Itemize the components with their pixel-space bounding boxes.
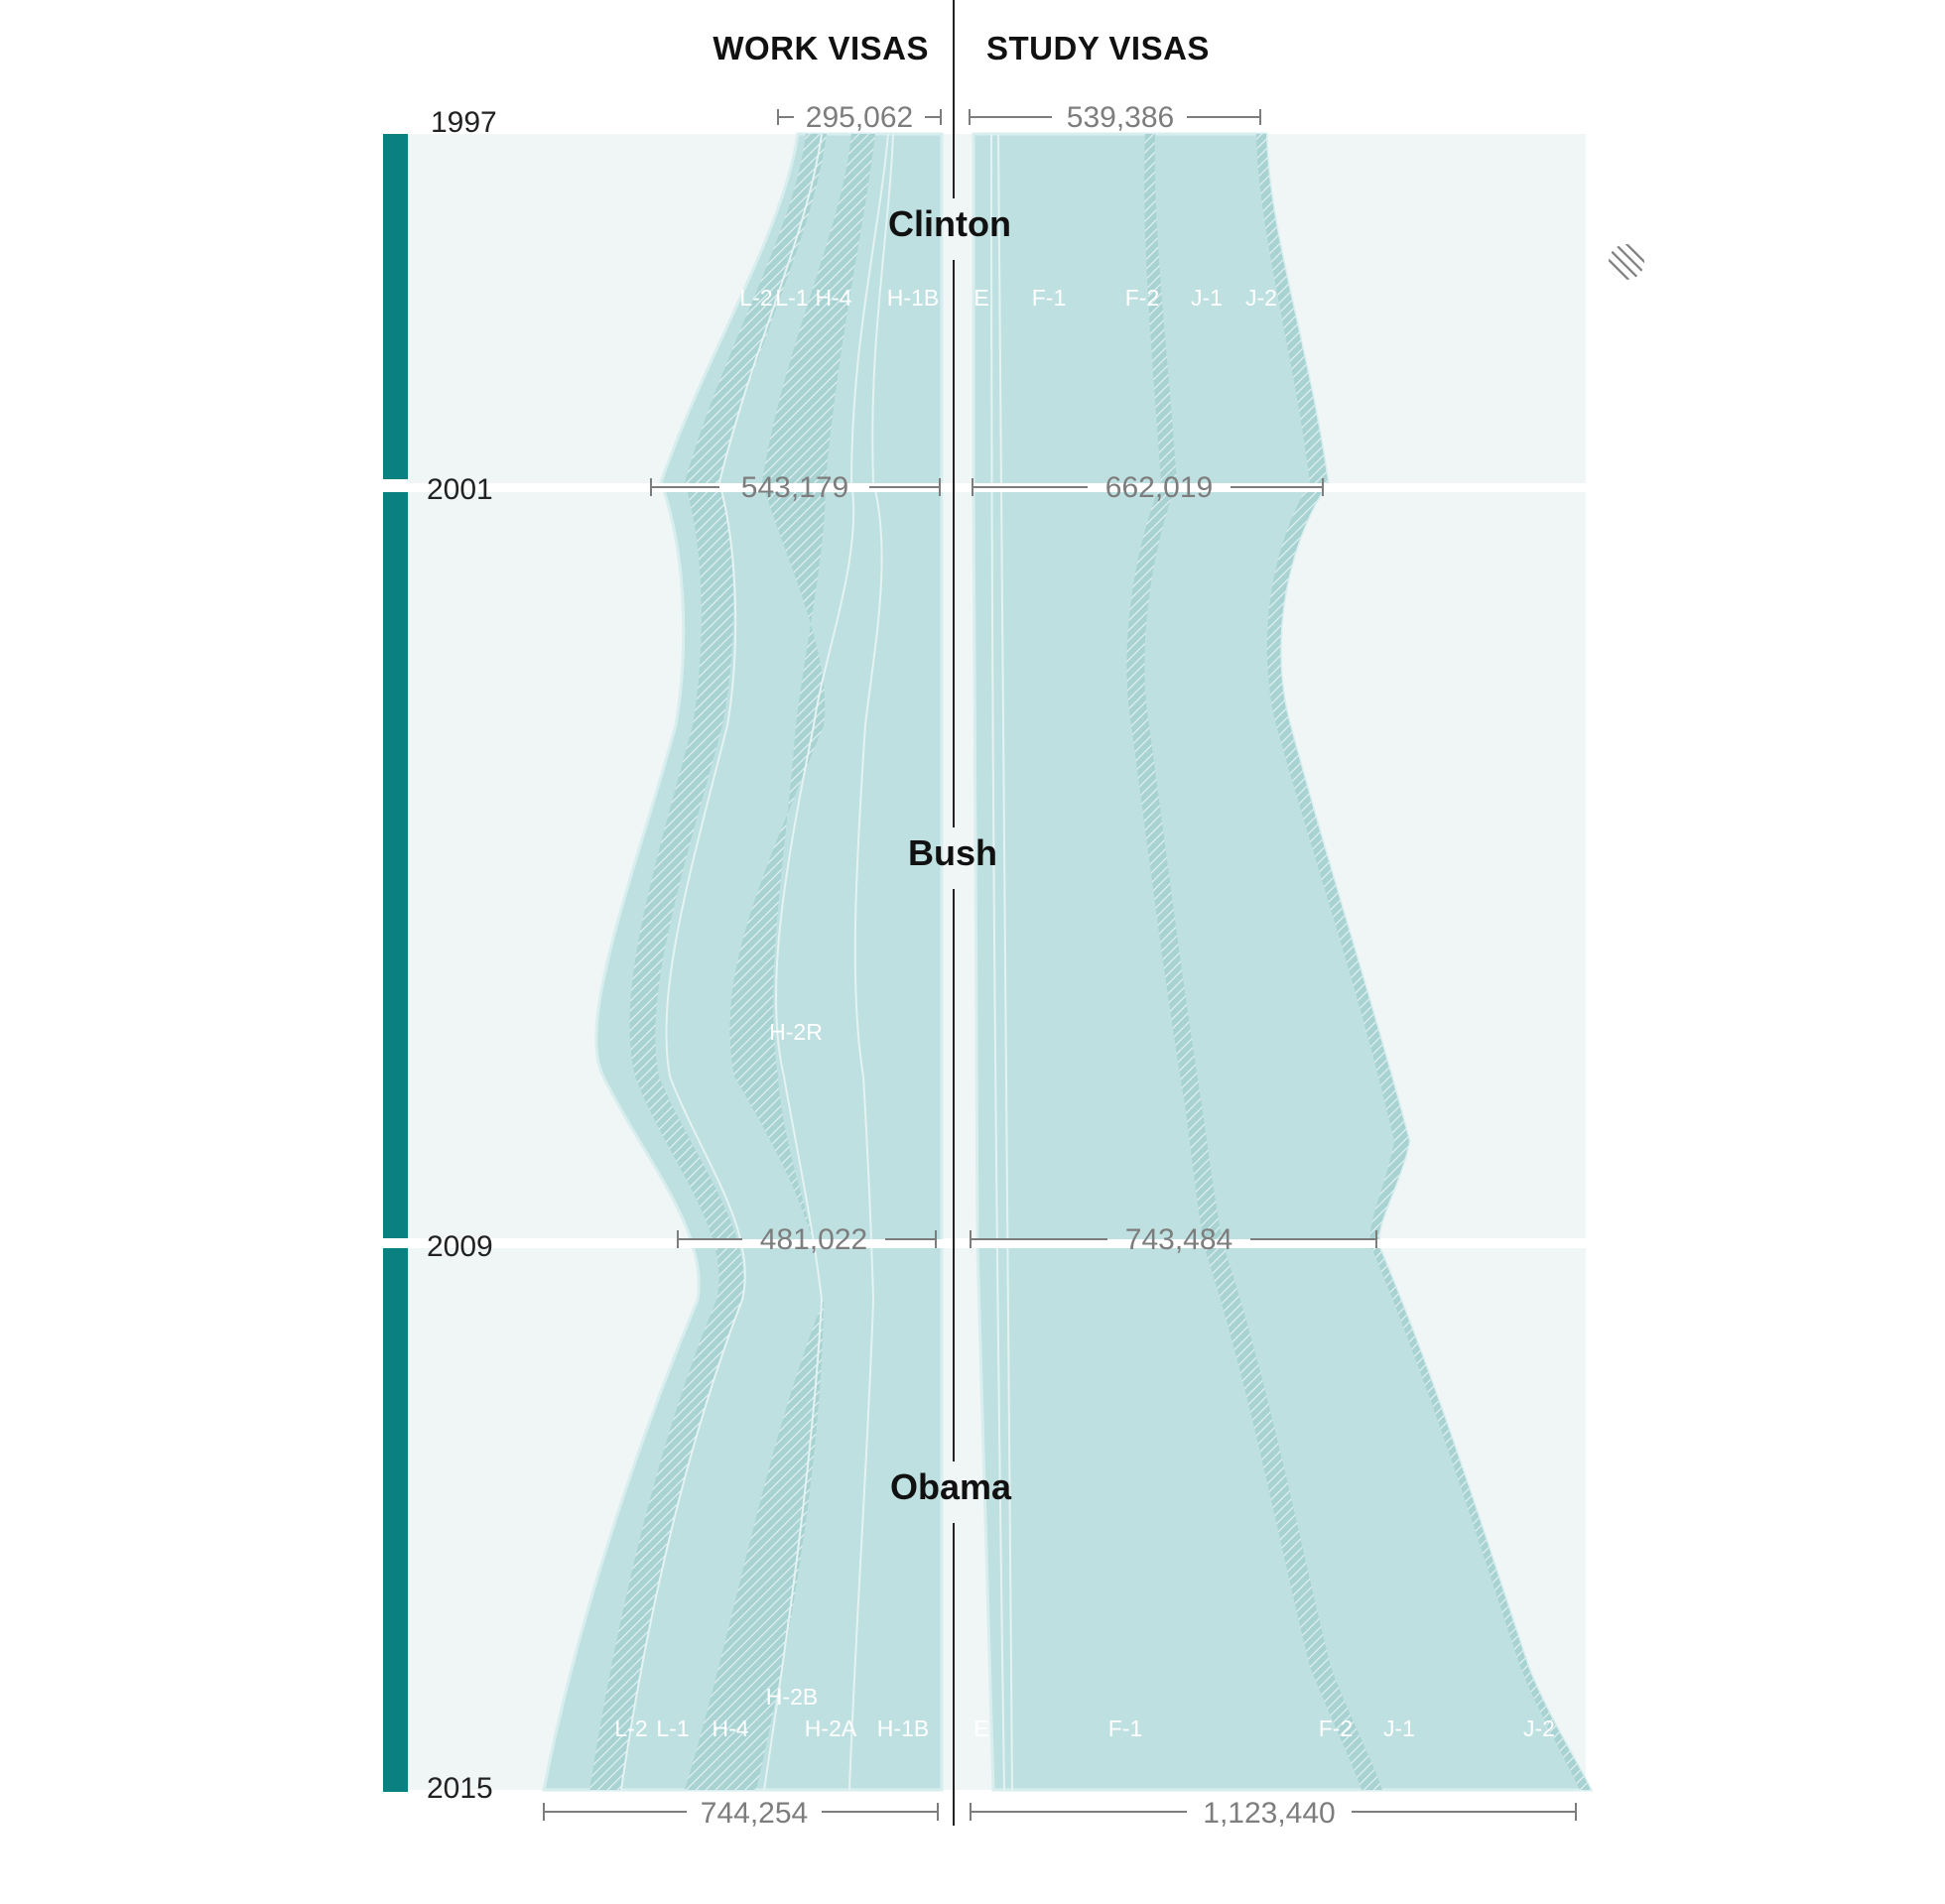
year-label-2009: 2009 xyxy=(427,1230,493,1263)
label-study-j2-2015: J-2 xyxy=(1523,1715,1555,1741)
work-total-label-2015: 744,254 xyxy=(701,1797,808,1830)
study-total-label-2001: 662,019 xyxy=(1105,471,1213,504)
axis-gap-clinton xyxy=(948,198,960,260)
work-total-1997: 295,062 xyxy=(777,101,942,134)
work-total-2015: 744,254 xyxy=(543,1797,939,1830)
header-work-visas: WORK VISAS xyxy=(713,30,929,66)
label-work-h1b-1997: H-1B xyxy=(887,285,939,311)
label-work-l2-2015: L-2 xyxy=(614,1715,647,1741)
label-study-e-1997: E xyxy=(973,285,988,311)
work-series-boundary-1 xyxy=(620,133,823,1791)
label-study-f2-1997: F-2 xyxy=(1125,285,1160,311)
series-j2-band xyxy=(1256,134,1591,1790)
work-series-boundary-2 xyxy=(763,133,889,1791)
study-visas-stream xyxy=(972,132,1594,1792)
label-study-j1-2015: J-1 xyxy=(1383,1715,1415,1741)
work-visas-stream xyxy=(542,132,944,1792)
label-work-l2-1997: L-2 xyxy=(739,285,772,311)
year-label-2015: 2015 xyxy=(427,1772,493,1805)
study-series-boundary-e xyxy=(990,133,1005,1791)
study-total-label-2015: 1,123,440 xyxy=(1203,1797,1335,1830)
label-study-j2-1997: J-2 xyxy=(1245,285,1277,311)
label-work-h2a-2015: H-2A xyxy=(805,1715,857,1741)
presidency-bar-clinton xyxy=(383,134,408,479)
work-total-2009: 481,022 xyxy=(677,1223,937,1256)
label-work-l1-2015: L-1 xyxy=(656,1715,689,1741)
label-study-e-2015: E xyxy=(973,1715,988,1741)
series-labels-1997: L-2 L-1 H-4 H-1B E F-1 F-2 J-1 J-2 xyxy=(739,285,1277,311)
work-total-label-2001: 543,179 xyxy=(741,471,848,504)
series-f2-band xyxy=(1126,134,1382,1790)
study-total-2009: 743,484 xyxy=(970,1223,1377,1256)
header-study-visas: STUDY VISAS xyxy=(986,30,1210,66)
series-l2-band xyxy=(589,134,827,1790)
label-work-h2b-2015: H-2B xyxy=(766,1684,818,1710)
label-study-f1-1997: F-1 xyxy=(1032,285,1067,311)
study-total-2001: 662,019 xyxy=(972,471,1324,504)
president-label-clinton: Clinton xyxy=(888,203,1011,244)
label-work-h4-2015: H-4 xyxy=(712,1715,748,1741)
label-study-j1-1997: J-1 xyxy=(1191,285,1223,311)
label-work-h2r: H-2R xyxy=(769,1019,823,1045)
president-label-bush: Bush xyxy=(908,832,997,873)
axis-gap-obama xyxy=(948,1461,960,1523)
study-total-label-1997: 539,386 xyxy=(1067,101,1174,134)
series-h4-band xyxy=(685,134,875,1790)
study-total-2015: 1,123,440 xyxy=(970,1797,1577,1830)
presidency-bar-obama xyxy=(383,1248,408,1792)
work-total-label-1997: 295,062 xyxy=(806,101,913,134)
president-label-obama: Obama xyxy=(890,1466,1012,1507)
series-labels-2015: L-2 L-1 H-4 H-2B H-2A H-1B E F-1 F-2 J-1… xyxy=(614,1684,1555,1741)
axis-gap-bush xyxy=(948,827,960,889)
hatched-circle-icon xyxy=(1609,244,1644,280)
year-label-2001: 2001 xyxy=(427,473,493,506)
label-study-f1-2015: F-1 xyxy=(1108,1715,1143,1741)
label-work-h4-1997: H-4 xyxy=(815,285,851,311)
work-series-boundary-3 xyxy=(848,133,894,1791)
work-total-label-2009: 481,022 xyxy=(760,1223,867,1256)
separator-2009 xyxy=(377,1239,1598,1248)
label-work-h1b-2015: H-1B xyxy=(877,1715,929,1741)
study-total-1997: 539,386 xyxy=(969,101,1261,134)
study-total-label-2009: 743,484 xyxy=(1125,1223,1232,1256)
presidency-bar-bush xyxy=(383,492,408,1238)
year-label-1997: 1997 xyxy=(431,106,497,139)
label-work-l1-1997: L-1 xyxy=(775,285,808,311)
work-total-2001: 543,179 xyxy=(650,471,941,504)
label-study-f2-2015: F-2 xyxy=(1319,1715,1354,1741)
